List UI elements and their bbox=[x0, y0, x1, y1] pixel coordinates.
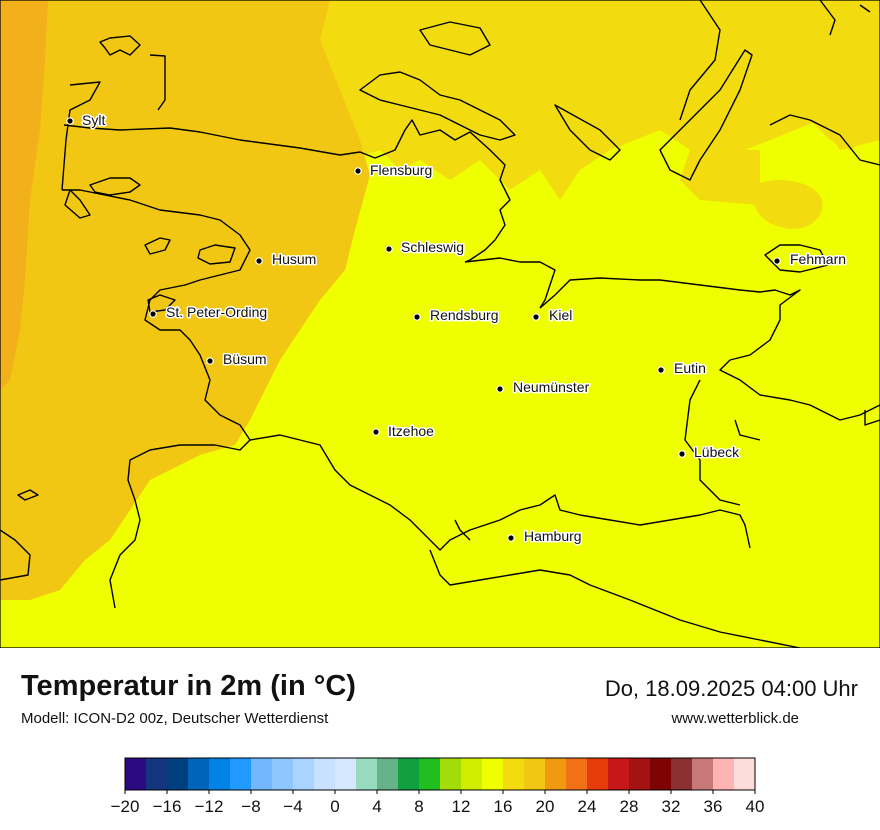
city-flensburg[interactable]: Flensburg bbox=[354, 161, 434, 180]
city-label: Eutin bbox=[674, 360, 706, 376]
color-scale-swatch bbox=[335, 758, 357, 790]
color-scale-swatch bbox=[461, 758, 483, 790]
city-luebeck[interactable]: Lübeck bbox=[678, 443, 742, 462]
color-scale-swatch bbox=[671, 758, 693, 790]
city-markers: Sylt Flensburg Schleswig Husum Fehmarn S… bbox=[66, 111, 848, 546]
city-label: Kiel bbox=[549, 307, 572, 323]
color-scale-swatch bbox=[440, 758, 462, 790]
city-label: Husum bbox=[272, 251, 316, 267]
city-label: Itzehoe bbox=[388, 423, 434, 439]
city-label: Büsum bbox=[223, 351, 267, 367]
color-scale-frame bbox=[124, 757, 756, 791]
city-sylt[interactable]: Sylt bbox=[66, 111, 107, 130]
color-scale-swatch bbox=[314, 758, 336, 790]
color-scale-swatch bbox=[629, 758, 651, 790]
color-scale-swatch bbox=[692, 758, 714, 790]
city-label: Hamburg bbox=[524, 528, 582, 544]
color-scale-swatch bbox=[482, 758, 504, 790]
color-scale-swatch bbox=[356, 758, 378, 790]
color-scale-legend: −20 −16 −12 −8 −4 0 4 8 12 16 20 24 28 32 36 40 bbox=[111, 757, 765, 816]
city-husum[interactable]: Husum bbox=[255, 250, 318, 269]
color-scale-swatch bbox=[545, 758, 567, 790]
color-scale-swatch bbox=[608, 758, 630, 790]
color-scale-swatch bbox=[209, 758, 231, 790]
color-scale-tick-label: 20 bbox=[536, 797, 555, 816]
color-scale-tick-label: −16 bbox=[153, 797, 182, 816]
color-scale-swatch bbox=[293, 758, 315, 790]
color-scale-bar bbox=[124, 757, 756, 791]
color-scale-tick-label: 0 bbox=[330, 797, 339, 816]
city-fehmarn[interactable]: Fehmarn bbox=[773, 250, 848, 269]
color-scale-tick-label: 12 bbox=[452, 797, 471, 816]
city-label: Rendsburg bbox=[430, 307, 499, 323]
city-label: Schleswig bbox=[401, 239, 464, 255]
color-scale-swatch bbox=[734, 758, 756, 790]
color-scale-tick-label: 8 bbox=[414, 797, 423, 816]
color-scale-tick-label: 4 bbox=[372, 797, 381, 816]
temperature-field-inland-2 bbox=[680, 150, 760, 205]
temperature-field-north-east bbox=[810, 40, 880, 150]
temperature-field-west-coast bbox=[0, 0, 48, 390]
coastlines bbox=[0, 0, 880, 648]
city-eutin[interactable]: Eutin bbox=[657, 359, 707, 378]
color-scale-ticks: −20 −16 −12 −8 −4 0 4 8 12 16 20 24 28 32 36 40 bbox=[111, 790, 765, 816]
color-scale-tick-label: 28 bbox=[620, 797, 639, 816]
forecast-datetime: Do, 18.09.2025 04:00 Uhr bbox=[604, 676, 858, 701]
color-scale-tick-label: −20 bbox=[111, 797, 140, 816]
color-scale-tick-label: −8 bbox=[241, 797, 260, 816]
city-kiel[interactable]: Kiel bbox=[532, 306, 574, 325]
city-label: Fehmarn bbox=[790, 251, 846, 267]
color-scale-tick-label: 40 bbox=[746, 797, 765, 816]
source-url[interactable]: www.wetterblick.de bbox=[671, 710, 799, 727]
city-neumuenster[interactable]: Neumünster bbox=[496, 378, 591, 397]
temperature-field-inland bbox=[753, 180, 823, 229]
color-scale-swatch bbox=[167, 758, 189, 790]
city-st-peter-ording[interactable]: St. Peter-Ording bbox=[149, 303, 269, 322]
city-label: Sylt bbox=[82, 112, 105, 128]
color-scale-swatch bbox=[377, 758, 399, 790]
model-info: Modell: ICON-D2 00z, Deutscher Wetterdie… bbox=[21, 710, 329, 727]
color-scale-swatch bbox=[146, 758, 168, 790]
color-scale-swatch bbox=[713, 758, 735, 790]
color-scale-swatch bbox=[251, 758, 273, 790]
color-scale-tick-label: −12 bbox=[195, 797, 224, 816]
color-scale-swatch bbox=[587, 758, 609, 790]
color-scale-swatch bbox=[650, 758, 672, 790]
city-label: Neumünster bbox=[513, 379, 590, 395]
color-scale-swatch bbox=[230, 758, 252, 790]
city-label: Lübeck bbox=[694, 444, 740, 460]
map-title: Temperatur in 2m (in °C) bbox=[21, 670, 356, 702]
color-scale-swatch bbox=[503, 758, 525, 790]
color-scale-tick-label: 36 bbox=[704, 797, 723, 816]
color-scale-tick-label: −4 bbox=[283, 797, 302, 816]
city-label: Flensburg bbox=[370, 162, 432, 178]
color-scale-swatch bbox=[125, 758, 147, 790]
color-scale-swatch bbox=[524, 758, 546, 790]
temperature-map: Sylt Flensburg Schleswig Husum Fehmarn S… bbox=[0, 0, 880, 648]
city-rendsburg[interactable]: Rendsburg bbox=[413, 306, 500, 325]
city-itzehoe[interactable]: Itzehoe bbox=[372, 422, 436, 441]
color-scale-tick-label: 16 bbox=[494, 797, 513, 816]
color-scale-tick-label: 24 bbox=[578, 797, 597, 816]
color-scale-swatch bbox=[398, 758, 420, 790]
city-schleswig[interactable]: Schleswig bbox=[385, 238, 466, 257]
color-scale-swatch bbox=[188, 758, 210, 790]
temperature-field-west bbox=[0, 0, 370, 600]
color-scale-swatch bbox=[566, 758, 588, 790]
color-scale-swatch bbox=[272, 758, 294, 790]
color-scale-tick-label: 32 bbox=[662, 797, 681, 816]
city-buesum[interactable]: Büsum bbox=[206, 350, 268, 369]
city-hamburg[interactable]: Hamburg bbox=[507, 527, 583, 546]
color-scale-swatch bbox=[419, 758, 441, 790]
city-label: St. Peter-Ording bbox=[166, 304, 267, 320]
